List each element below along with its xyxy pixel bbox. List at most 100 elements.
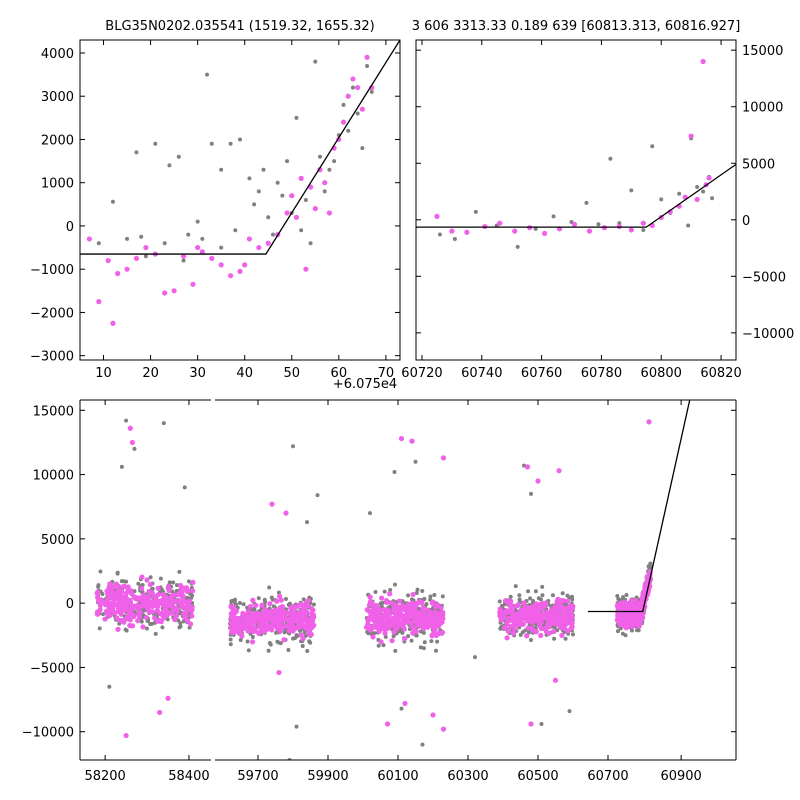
gray-point [538,597,543,602]
magenta-point [115,584,121,590]
magenta-point [557,619,563,625]
gray-point [160,625,165,630]
gray-point [200,236,205,241]
gray-point [119,579,124,584]
gray-point [247,176,252,181]
gray-point [270,232,275,237]
magenta-point [535,478,541,484]
magenta-point [620,623,626,629]
gray-point [233,228,238,233]
gray-point [533,589,538,594]
magenta-point [380,615,387,621]
gray-point [148,575,153,580]
magenta-point [642,581,648,587]
magenta-point [189,608,195,614]
magenta-point [127,622,133,629]
magenta-point [555,610,561,616]
magenta-point [435,617,441,623]
gray-point [414,633,419,638]
magenta-point [256,630,262,636]
magenta-point [183,585,190,591]
magenta-point [295,615,302,622]
magenta-point [634,616,640,622]
magenta-point [521,600,527,606]
magenta-point [234,619,240,625]
magenta-point [432,609,438,616]
gray-point [266,648,271,653]
gray-point [132,446,137,451]
y-tick-label: 10000 [33,469,74,484]
magenta-point [123,732,129,739]
magenta-point [556,468,562,474]
gray-point [650,144,655,149]
gray-point [178,621,183,626]
magenta-point [566,616,573,623]
magenta-point [148,599,154,605]
magenta-point [688,133,694,139]
magenta-point [410,591,416,598]
gray-point [418,645,423,650]
gray-point [123,627,128,632]
magenta-point [274,598,280,604]
y-tick-label: 5000 [41,533,74,548]
magenta-point [367,594,373,600]
magenta-point [506,601,512,607]
gray-point [629,628,634,633]
x-tick-label: 59700 [237,769,278,784]
magenta-point [258,620,264,626]
magenta-point [158,619,164,625]
gray-point [153,631,158,636]
gray-point [311,602,316,607]
plot-area [416,58,736,249]
magenta-point [143,614,149,621]
gray-point [270,597,275,602]
magenta-point [218,262,224,268]
magenta-point [524,618,531,624]
gray-point [528,596,533,601]
full-lightcurve-panel: 58200 58400 59700 59900 60100 60300 60500 60700… [22,399,737,784]
magenta-point [365,621,371,627]
magenta-point [410,604,417,610]
magenta-point [504,635,510,641]
gray-point [634,628,639,633]
magenta-point [266,610,272,617]
magenta-point [114,615,120,621]
gray-point [229,599,234,604]
magenta-point [497,609,503,615]
magenta-point [694,196,700,203]
magenta-point [128,588,134,594]
magenta-point [407,620,414,626]
gray-point [189,595,194,600]
gray-point [399,706,404,711]
magenta-point [139,585,145,592]
magenta-point [235,623,241,629]
magenta-point [616,605,623,611]
magenta-point [144,577,150,583]
magenta-point [256,614,262,621]
magenta-point [182,615,188,621]
magenta-point [144,596,150,602]
gray-point [181,258,186,263]
magenta-point [177,582,184,589]
gray-point [271,604,276,609]
magenta-point [294,604,300,610]
magenta-point [524,464,531,470]
magenta-point [564,598,571,604]
gray-point [406,593,411,598]
magenta-point [269,501,275,507]
gray-point [136,581,141,586]
x-tick-label: 20 [142,366,159,381]
magenta-point [440,455,447,461]
gray-point [134,150,139,155]
magenta-point [562,618,568,624]
gray-point [186,579,191,584]
gray-point [392,470,397,474]
magenta-point [557,623,563,629]
magenta-point [429,623,436,629]
gray-point [570,632,575,637]
gray-point [710,196,715,201]
gray-point [307,639,312,644]
magenta-point [150,593,157,599]
gray-point [695,184,700,189]
magenta-point [233,609,239,615]
